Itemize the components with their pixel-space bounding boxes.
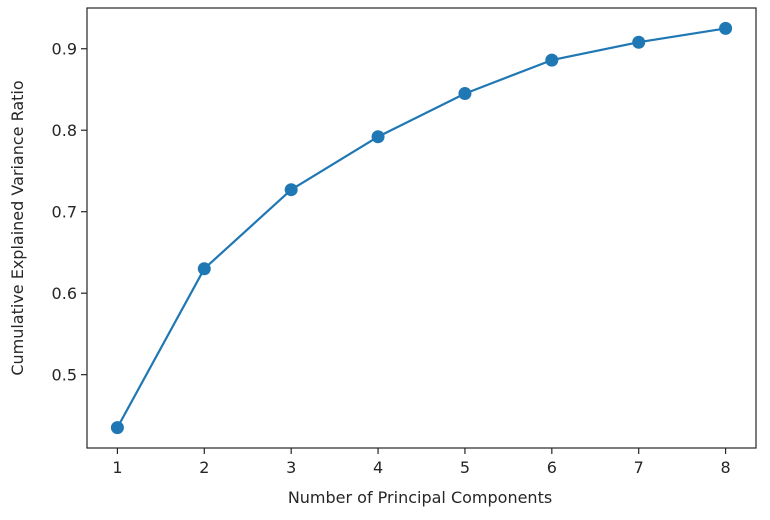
y-axis-ticks: 0.5 0.6 0.7 0.8 0.9	[52, 40, 87, 385]
y-tick-label: 0.7	[52, 203, 77, 222]
x-tick-label: 5	[460, 458, 470, 477]
y-axis-label: Cumulative Explained Variance Ratio	[8, 80, 27, 375]
x-tick-label: 3	[286, 458, 296, 477]
y-tick-label: 0.8	[52, 121, 77, 140]
x-axis-label: Number of Principal Components	[288, 488, 552, 507]
y-tick-label: 0.9	[52, 40, 77, 59]
data-point	[545, 53, 559, 67]
x-tick-label: 8	[720, 458, 730, 477]
data-point	[284, 183, 298, 197]
y-tick-label: 0.5	[52, 366, 77, 385]
x-tick-label: 1	[112, 458, 122, 477]
x-tick-label: 6	[547, 458, 557, 477]
y-tick-label: 0.6	[52, 284, 77, 303]
x-tick-label: 7	[634, 458, 644, 477]
data-point	[110, 421, 124, 435]
series-group	[110, 21, 733, 435]
data-point	[719, 21, 733, 35]
x-tick-label: 2	[199, 458, 209, 477]
data-point	[632, 35, 646, 49]
data-point	[458, 87, 472, 101]
series-line	[116, 27, 726, 429]
data-point	[371, 130, 385, 144]
data-point	[197, 262, 211, 276]
plot-area	[86, 7, 757, 449]
x-axis-ticks: 1 2 3 4 5 6 7 8	[112, 448, 731, 477]
x-tick-label: 4	[373, 458, 383, 477]
